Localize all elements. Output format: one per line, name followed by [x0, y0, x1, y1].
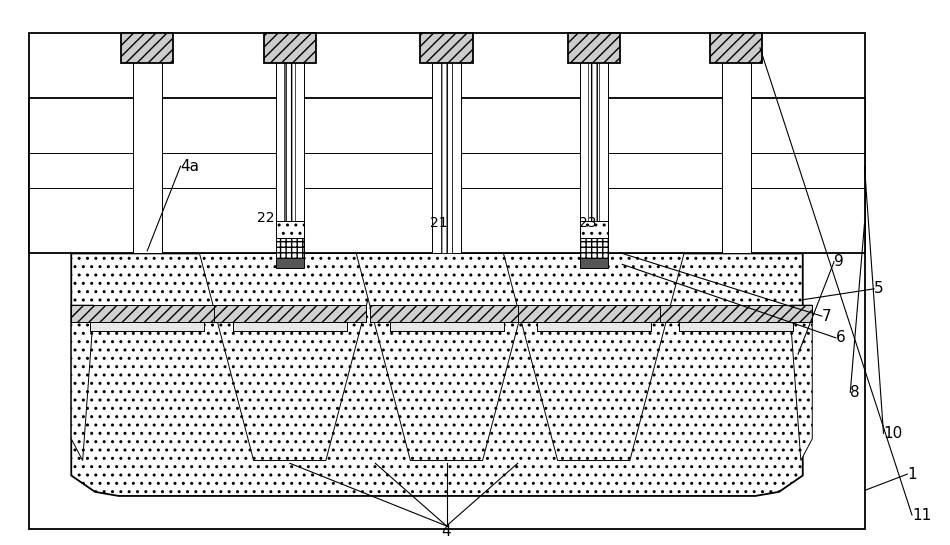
Text: 5: 5 — [874, 281, 884, 296]
Text: 11: 11 — [912, 507, 931, 523]
Bar — [722, 33, 750, 253]
Bar — [588, 33, 599, 253]
Bar — [276, 238, 304, 258]
Text: 6: 6 — [836, 330, 846, 346]
Polygon shape — [71, 305, 94, 461]
Text: 10: 10 — [884, 426, 902, 441]
Bar — [679, 322, 793, 331]
Text: 7: 7 — [822, 308, 831, 324]
Bar — [420, 33, 472, 63]
Polygon shape — [356, 253, 537, 461]
Text: 23: 23 — [580, 216, 597, 231]
Bar — [233, 322, 347, 331]
Polygon shape — [200, 253, 380, 461]
Text: 9: 9 — [834, 254, 844, 269]
Bar — [537, 322, 651, 331]
Text: 1: 1 — [907, 467, 917, 482]
Bar — [263, 33, 315, 63]
Polygon shape — [504, 253, 684, 461]
Text: 22: 22 — [256, 211, 274, 225]
Bar — [276, 221, 304, 238]
Polygon shape — [789, 305, 812, 461]
Bar — [660, 305, 812, 322]
Bar — [276, 33, 304, 253]
Bar — [122, 33, 173, 63]
Text: 4: 4 — [442, 524, 451, 539]
Text: 8: 8 — [850, 385, 860, 400]
Bar — [710, 33, 762, 63]
Bar — [568, 33, 619, 63]
Bar — [90, 322, 204, 331]
Bar — [518, 305, 670, 322]
Bar — [441, 33, 452, 253]
Text: 4a: 4a — [180, 159, 200, 174]
Bar — [580, 33, 608, 253]
Bar — [276, 258, 304, 268]
Bar — [71, 305, 223, 322]
Bar — [580, 221, 608, 238]
Bar — [580, 238, 608, 258]
Bar — [370, 305, 522, 322]
Bar — [390, 322, 504, 331]
Bar — [28, 33, 864, 529]
Bar — [28, 98, 864, 253]
Text: 21: 21 — [430, 216, 448, 231]
Polygon shape — [71, 253, 803, 496]
Bar — [432, 33, 461, 253]
Bar — [133, 33, 162, 253]
Bar — [214, 305, 366, 322]
Bar — [580, 258, 608, 268]
Bar — [284, 33, 295, 253]
